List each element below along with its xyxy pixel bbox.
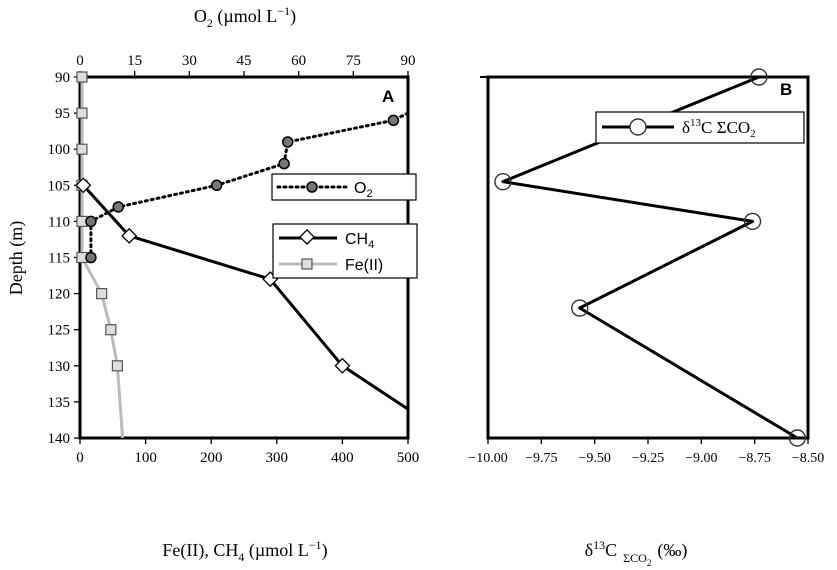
- panel-b-label: B: [780, 80, 792, 99]
- legend-ch4-fe-box: [272, 223, 418, 279]
- legend-d13c-marker: [629, 118, 647, 136]
- legend-o2-marker: [306, 181, 318, 193]
- y-tick-label-7: 125: [48, 323, 71, 339]
- panel-a-bottom-axis-label: Fe(II), CH4 (µmol L−1): [162, 538, 327, 564]
- legend-o2-label: O2: [354, 180, 373, 200]
- series-0-point-1: [281, 136, 294, 148]
- b-x-tick-label-2: −9.50: [578, 451, 610, 466]
- y-tick-label-4: 110: [48, 214, 70, 230]
- y-tick-label-2: 100: [48, 142, 71, 158]
- b-point-3: [571, 299, 589, 317]
- bottom-tick-label-0: 0: [76, 450, 84, 466]
- series-line-2: [80, 77, 125, 439]
- panel-b: −10.00 −9.75 −9.50 −9.25 −9.00 −8.75 −8.50 B δ…: [468, 68, 824, 568]
- top-tick-label-0: 0: [76, 53, 84, 69]
- b-point-0: [750, 68, 768, 86]
- panel-b-series: [494, 68, 807, 447]
- legend-ch4-label: CH4: [345, 231, 374, 251]
- legend-fe-label: Fe(II): [345, 257, 383, 274]
- series-1-point-0: [75, 177, 92, 194]
- series-2-point-8: [111, 360, 123, 372]
- series-0-point-2: [278, 157, 290, 170]
- y-tick-label-10: 140: [48, 431, 71, 447]
- y-tick-label-6: 120: [48, 287, 71, 303]
- b-point-4: [788, 429, 807, 447]
- y-tick-label-0: 90: [55, 70, 70, 86]
- panel-a-top-ticks: 0 15 30 45 60 75 90: [76, 53, 416, 77]
- b-point-1: [494, 172, 512, 191]
- bottom-tick-label-3: 300: [266, 450, 289, 466]
- series-2-point-2: [76, 143, 88, 155]
- b-x-tick-label-0: −10.00: [468, 451, 507, 466]
- panel-a: 90 95 100 105 110 115 120 125 130 135 140 0 100 200 3…: [6, 4, 419, 564]
- series-0-point-5: [85, 215, 97, 228]
- y-tick-label-8: 130: [48, 359, 71, 375]
- legend-d13c-label: δ13C ΣCO2: [682, 117, 756, 140]
- b-x-tick-label-4: −9.00: [685, 451, 717, 466]
- bottom-tick-label-4: 400: [331, 450, 354, 466]
- top-tick-label-1: 15: [127, 53, 142, 69]
- b-x-tick-label-3: −9.25: [632, 451, 664, 466]
- series-0-point-0: [387, 114, 400, 127]
- series-2-point-7: [105, 324, 117, 336]
- series-1-point-3: [334, 357, 351, 374]
- legend-d13c: δ13C ΣCO2: [595, 111, 805, 144]
- series-2-point-6: [96, 288, 108, 300]
- top-tick-label-4: 60: [291, 53, 306, 69]
- y-tick-label-1: 95: [55, 106, 70, 122]
- b-x-tick-label-1: −9.75: [525, 451, 557, 466]
- legend-fe-marker: [301, 258, 313, 270]
- y-tick-label-5: 115: [48, 251, 70, 267]
- legend-ch4-marker: [299, 229, 315, 245]
- panel-a-series: [75, 71, 410, 439]
- b-series-line: [501, 75, 799, 440]
- series-2-point-1: [76, 107, 88, 119]
- b-x-tick-label-6: −8.50: [792, 451, 824, 466]
- panel-b-x-ticks: −10.00 −9.75 −9.50 −9.25 −9.00 −8.75 −8.50: [468, 438, 824, 466]
- bottom-tick-label-5: 500: [397, 450, 420, 466]
- panel-a-label: A: [382, 87, 394, 106]
- bottom-tick-label-1: 100: [134, 450, 157, 466]
- y-tick-label-9: 135: [48, 395, 71, 411]
- b-point-2: [743, 212, 762, 231]
- b-x-tick-label-5: −8.75: [738, 451, 770, 466]
- series-0-point-4: [112, 201, 125, 213]
- series-0-point-6: [85, 251, 97, 264]
- top-tick-label-5: 75: [346, 53, 361, 69]
- top-tick-label-6: 90: [401, 53, 416, 69]
- top-tick-label-2: 30: [182, 53, 197, 69]
- series-2-point-0: [76, 71, 88, 83]
- series-0-point-3: [210, 179, 223, 192]
- series-line-1: [82, 184, 409, 411]
- panel-a-top-axis-label: O2 (µmol L−1): [194, 4, 296, 30]
- top-tick-label-3: 45: [237, 53, 252, 69]
- series-1-point-1: [121, 227, 138, 244]
- panel-b-x-axis-label: δ13C ΣCO2(‰): [585, 538, 688, 568]
- legend-ch4-fe: CH4 Fe(II): [272, 223, 418, 279]
- panel-a-bottom-ticks: 0 100 200 300 400 500: [76, 438, 419, 466]
- legend-o2: O2: [271, 173, 417, 201]
- panel-a-y-ticks: 90 95 100 105 110 115 120 125 130 135 140: [48, 70, 80, 447]
- bottom-tick-label-2: 200: [200, 450, 223, 466]
- y-tick-label-3: 105: [48, 178, 71, 194]
- panel-a-y-axis-label: Depth (m): [6, 221, 27, 295]
